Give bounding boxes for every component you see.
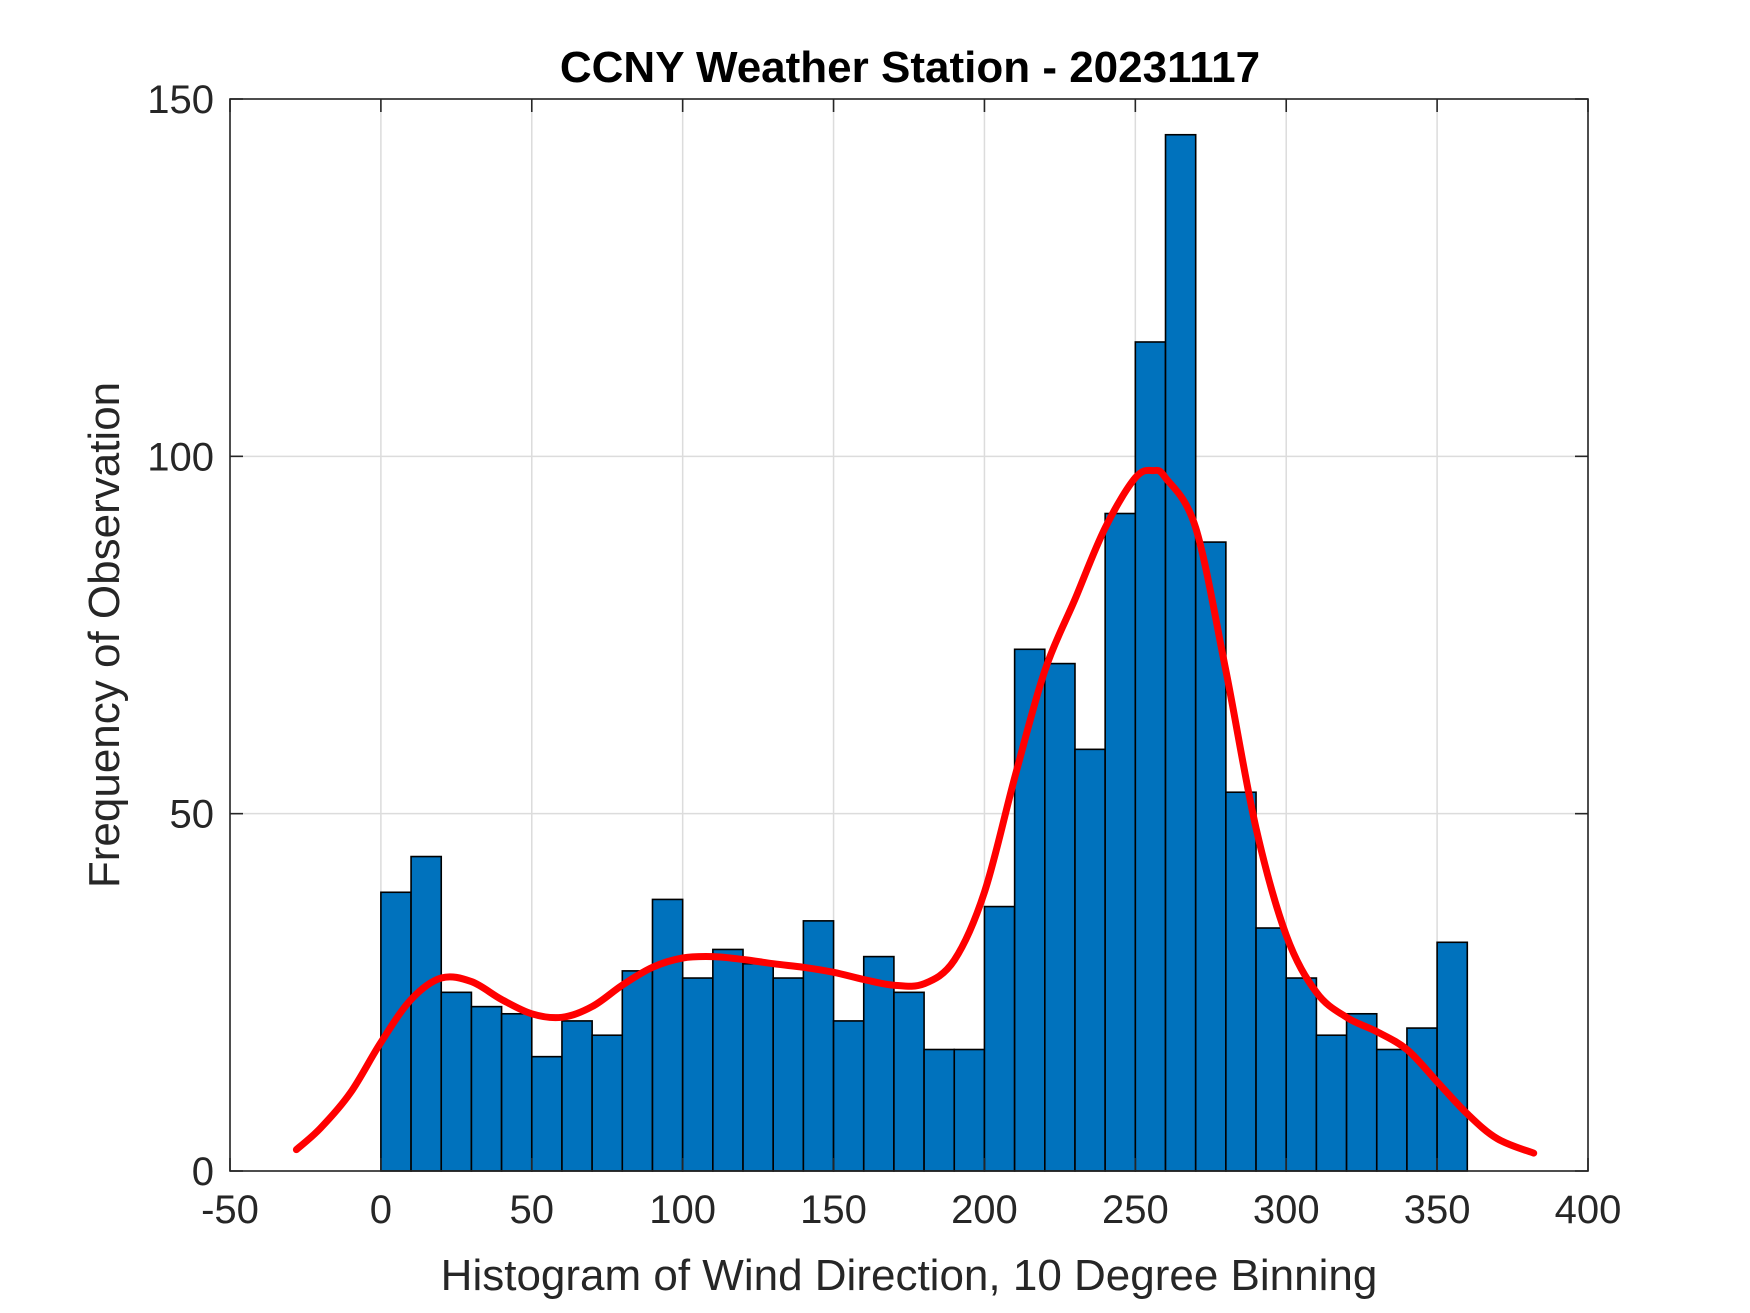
x-tick-label: 100 [649, 1188, 716, 1232]
histogram-bar [1345, 1012, 1378, 1172]
histogram-bar [440, 991, 473, 1172]
y-tick-label: 50 [170, 793, 215, 837]
x-tick-labels: -50 0 50 100 150 200 250 300 350 400 [201, 1188, 1621, 1232]
histogram-bar [470, 1005, 503, 1172]
x-tick-label: 200 [951, 1188, 1018, 1232]
x-axis-label: Histogram of Wind Direction, 10 Degree B… [441, 1251, 1378, 1300]
histogram-bar [591, 1034, 624, 1172]
histogram-bar [1134, 341, 1167, 1172]
x-tick-label: 300 [1253, 1188, 1320, 1232]
x-tick-label: 150 [800, 1188, 867, 1232]
axis-ticks [229, 98, 1589, 1172]
histogram-bar [862, 955, 895, 1172]
histogram-bar [923, 1048, 956, 1172]
histogram-bar [651, 898, 684, 1172]
plot-area [229, 98, 1589, 1172]
y-tick-label: 0 [192, 1150, 214, 1194]
histogram-bar [561, 1020, 593, 1172]
histogram-bar [1375, 1048, 1408, 1172]
histogram-bar [1074, 748, 1106, 1172]
x-tick-label: 0 [370, 1188, 392, 1232]
histogram-bar [1436, 941, 1469, 1172]
y-tick-label: 100 [147, 435, 214, 479]
x-tick-label: -50 [201, 1188, 259, 1232]
x-tick-label: 250 [1102, 1188, 1169, 1232]
histogram-bar [893, 991, 925, 1172]
histogram-bar [1164, 133, 1197, 1172]
histogram-bar [983, 905, 1016, 1172]
histogram-bar [410, 855, 443, 1172]
histogram-bar [1225, 791, 1257, 1172]
histogram-bar [621, 970, 654, 1172]
histogram-bar [1044, 662, 1076, 1172]
histogram-bar [742, 962, 774, 1172]
histogram-bar [1285, 977, 1318, 1172]
histogram-bar [681, 977, 714, 1172]
histogram-bar [1104, 512, 1137, 1172]
fit-curve-line [292, 466, 1538, 1157]
x-tick-label: 400 [1555, 1188, 1622, 1232]
histogram-bar [1255, 927, 1288, 1172]
y-tick-labels: 0 50 100 150 [147, 78, 214, 1194]
axes-box [229, 98, 1589, 1172]
x-tick-label: 50 [510, 1188, 555, 1232]
x-tick-label: 350 [1404, 1188, 1471, 1232]
histogram-bar [953, 1048, 986, 1172]
y-tick-label: 150 [147, 78, 214, 122]
y-axis-label: Frequency of Observation [80, 382, 129, 888]
histogram-bar [530, 1055, 563, 1172]
histogram-bar [832, 1020, 865, 1172]
chart-title: CCNY Weather Station - 20231117 [560, 43, 1260, 92]
histogram-bars [380, 133, 1469, 1172]
histogram-bar [802, 920, 835, 1172]
histogram-bar [1315, 1034, 1348, 1172]
histogram-bar [712, 948, 744, 1172]
histogram-bar [772, 977, 805, 1172]
histogram-bar [500, 1012, 533, 1172]
